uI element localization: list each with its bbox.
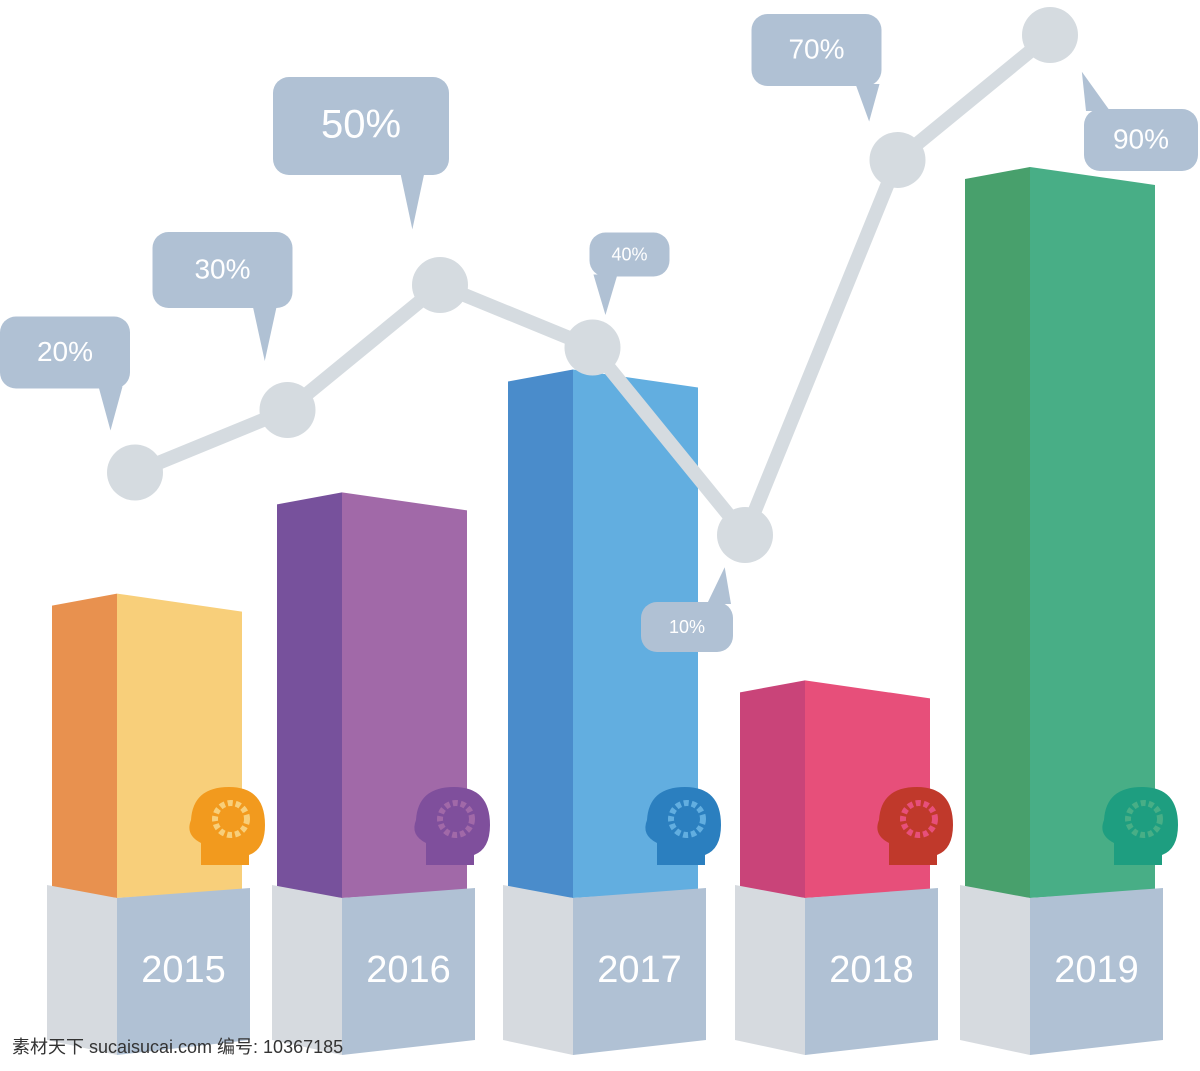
callout-label: 10% [669, 617, 705, 637]
callout-label: 20% [37, 336, 93, 367]
callout-label: 30% [194, 253, 250, 284]
callout [0, 316, 130, 389]
callout [641, 602, 733, 652]
pedestal-right [342, 888, 475, 1055]
callout [1084, 109, 1198, 171]
pedestal-left [47, 885, 117, 1055]
point [564, 319, 621, 376]
bar-right-face [573, 369, 698, 898]
point [717, 507, 773, 563]
callout [589, 232, 670, 277]
callout-tail [593, 274, 618, 315]
gear-icon [900, 800, 938, 838]
year-label: 2017 [597, 949, 682, 991]
point [412, 257, 468, 313]
head-icon [414, 787, 490, 865]
head-icon [645, 787, 721, 865]
callout-tail [707, 567, 731, 604]
year-label: 2018 [829, 949, 914, 991]
bar-left-face [965, 167, 1030, 898]
callout-label: 50% [321, 103, 401, 147]
point [869, 132, 926, 188]
watermark: 素材天下 sucaisucai.com 编号: 10367185 [12, 1037, 343, 1057]
callout-tail [1081, 71, 1110, 111]
head-icon [189, 787, 265, 865]
pedestal-right [117, 888, 250, 1055]
point [259, 382, 316, 438]
callout-label: 70% [788, 33, 844, 64]
bar-left-face [740, 680, 805, 898]
bar-right-face [1030, 167, 1155, 898]
callout-label: 40% [611, 244, 647, 264]
callout [273, 77, 449, 175]
pedestal-left [272, 885, 342, 1055]
year-label: 2019 [1054, 949, 1139, 991]
year-label: 2015 [141, 949, 226, 991]
callout [751, 14, 882, 86]
bar-left-face [52, 593, 117, 898]
bar-left-face [508, 369, 573, 898]
bar-left-face [277, 492, 342, 898]
pedestal-right [1030, 888, 1163, 1055]
callout-tail [400, 173, 425, 230]
head-icon [877, 787, 953, 865]
callout-tail [252, 306, 277, 361]
callout-tail [855, 84, 880, 122]
pedestal-left [960, 885, 1030, 1055]
pedestal-right [573, 888, 706, 1055]
callout-label: 90% [1113, 123, 1169, 154]
gear-icon [437, 800, 475, 838]
gear-icon [668, 800, 706, 838]
callout-tail [98, 386, 123, 431]
year-label: 2016 [366, 949, 451, 991]
point [1022, 7, 1078, 63]
gear-icon [212, 800, 250, 838]
head-icon [1102, 787, 1178, 865]
pedestal-left [735, 885, 805, 1055]
point [107, 444, 163, 501]
pedestal-left [503, 885, 573, 1055]
pedestal-right [805, 888, 938, 1055]
callout [152, 232, 293, 308]
gear-icon [1125, 800, 1163, 838]
